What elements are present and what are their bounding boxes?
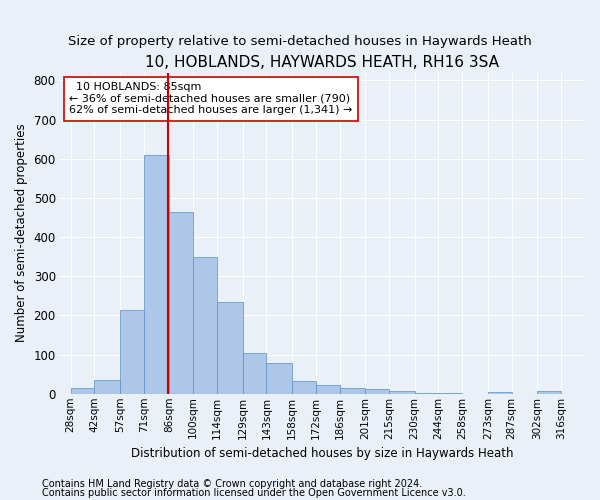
Text: Size of property relative to semi-detached houses in Haywards Heath: Size of property relative to semi-detach… [68,35,532,48]
Bar [340,388,365,394]
X-axis label: Distribution of semi-detached houses by size in Haywards Heath: Distribution of semi-detached houses by … [131,447,513,460]
Bar [365,389,389,394]
Bar [144,155,169,394]
Bar [169,212,193,394]
Bar [266,363,292,394]
Bar [94,380,120,394]
Text: Contains HM Land Registry data © Crown copyright and database right 2024.: Contains HM Land Registry data © Crown c… [42,479,422,489]
Bar [537,391,561,394]
Bar [389,390,415,394]
Text: Contains public sector information licensed under the Open Government Licence v3: Contains public sector information licen… [42,488,466,498]
Bar [415,392,439,394]
Bar [316,385,340,394]
Text: 10 HOBLANDS: 85sqm
← 36% of semi-detached houses are smaller (790)
62% of semi-d: 10 HOBLANDS: 85sqm ← 36% of semi-detache… [69,82,352,116]
Bar [292,381,316,394]
Bar [488,392,512,394]
Title: 10, HOBLANDS, HAYWARDS HEATH, RH16 3SA: 10, HOBLANDS, HAYWARDS HEATH, RH16 3SA [145,55,499,70]
Bar [217,302,242,394]
Y-axis label: Number of semi-detached properties: Number of semi-detached properties [15,124,28,342]
Bar [120,310,144,394]
Bar [71,388,94,394]
Bar [193,256,217,394]
Bar [242,352,266,394]
